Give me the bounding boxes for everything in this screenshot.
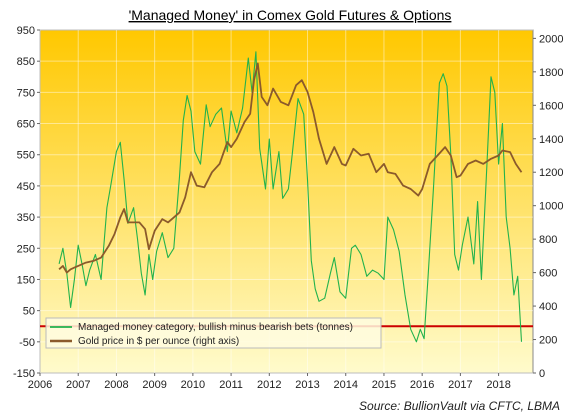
left-tick-label: 50 — [23, 306, 35, 318]
right-tick-label: 600 — [539, 268, 557, 280]
left-tick-label: 350 — [17, 212, 35, 224]
legend-box — [45, 317, 382, 349]
x-tick-label: 2008 — [104, 379, 128, 391]
right-tick-label: 2000 — [539, 33, 563, 45]
x-tick-label: 2009 — [142, 379, 166, 391]
legend-label-gold-price: Gold price in $ per ounce (right axis) — [78, 336, 239, 347]
left-tick-label: 950 — [17, 25, 35, 37]
left-tick-label: 250 — [17, 243, 35, 255]
plot-area — [39, 29, 534, 374]
right-tick-label: 1000 — [539, 201, 563, 213]
x-tick-label: 2010 — [181, 379, 205, 391]
gridlines — [39, 29, 533, 374]
right-tick-label: 800 — [539, 234, 557, 246]
x-tick-label: 2015 — [372, 379, 396, 391]
right-tick-label: 1400 — [539, 134, 563, 146]
x-tick-label: 2006 — [28, 379, 52, 391]
left-tick-label: 650 — [17, 119, 35, 131]
left-tick-label: 550 — [17, 150, 35, 162]
right-tick-label: 1800 — [539, 67, 563, 79]
left-tick-label: -50 — [19, 337, 35, 349]
x-tick-label: 2007 — [66, 379, 90, 391]
right-tick-label: 1600 — [539, 100, 563, 112]
legend: Managed money category, bullish minus be… — [45, 317, 382, 349]
chart-title: 'Managed Money' in Comex Gold Futures & … — [129, 7, 452, 23]
right-tick-label: 200 — [539, 335, 557, 347]
x-tick-label: 2018 — [486, 379, 510, 391]
source-note: Source: BullionVault via CFTC, LBMA — [359, 399, 560, 413]
x-tick-label: 2012 — [257, 379, 281, 391]
series-line-managed-money — [58, 51, 523, 343]
x-tick-label: 2017 — [448, 379, 472, 391]
left-tick-label: 150 — [17, 274, 35, 286]
left-tick-label: 750 — [17, 87, 35, 99]
x-tick-label: 2014 — [333, 379, 357, 391]
x-axis: 2006 2007 2008 2009 2010 2011 2012 2013 2014 2015… — [28, 373, 511, 391]
left-tick-label: 450 — [17, 181, 35, 193]
right-tick-label: 400 — [539, 301, 557, 313]
x-tick-label: 2011 — [219, 379, 243, 391]
right-tick-label: 0 — [539, 368, 545, 380]
legend-label-managed-money: Managed money category, bullish minus be… — [78, 322, 353, 333]
series-line-gold-price — [58, 62, 523, 274]
x-tick-label: 2013 — [295, 379, 319, 391]
left-tick-label: 850 — [17, 56, 35, 68]
x-tick-label: 2016 — [410, 379, 434, 391]
left-tick-label: -150 — [13, 368, 35, 380]
left-axis: 950 850 750 650 550 450 350 250 150 50 -50 -150 — [13, 25, 40, 380]
right-tick-label: 1200 — [539, 167, 563, 179]
